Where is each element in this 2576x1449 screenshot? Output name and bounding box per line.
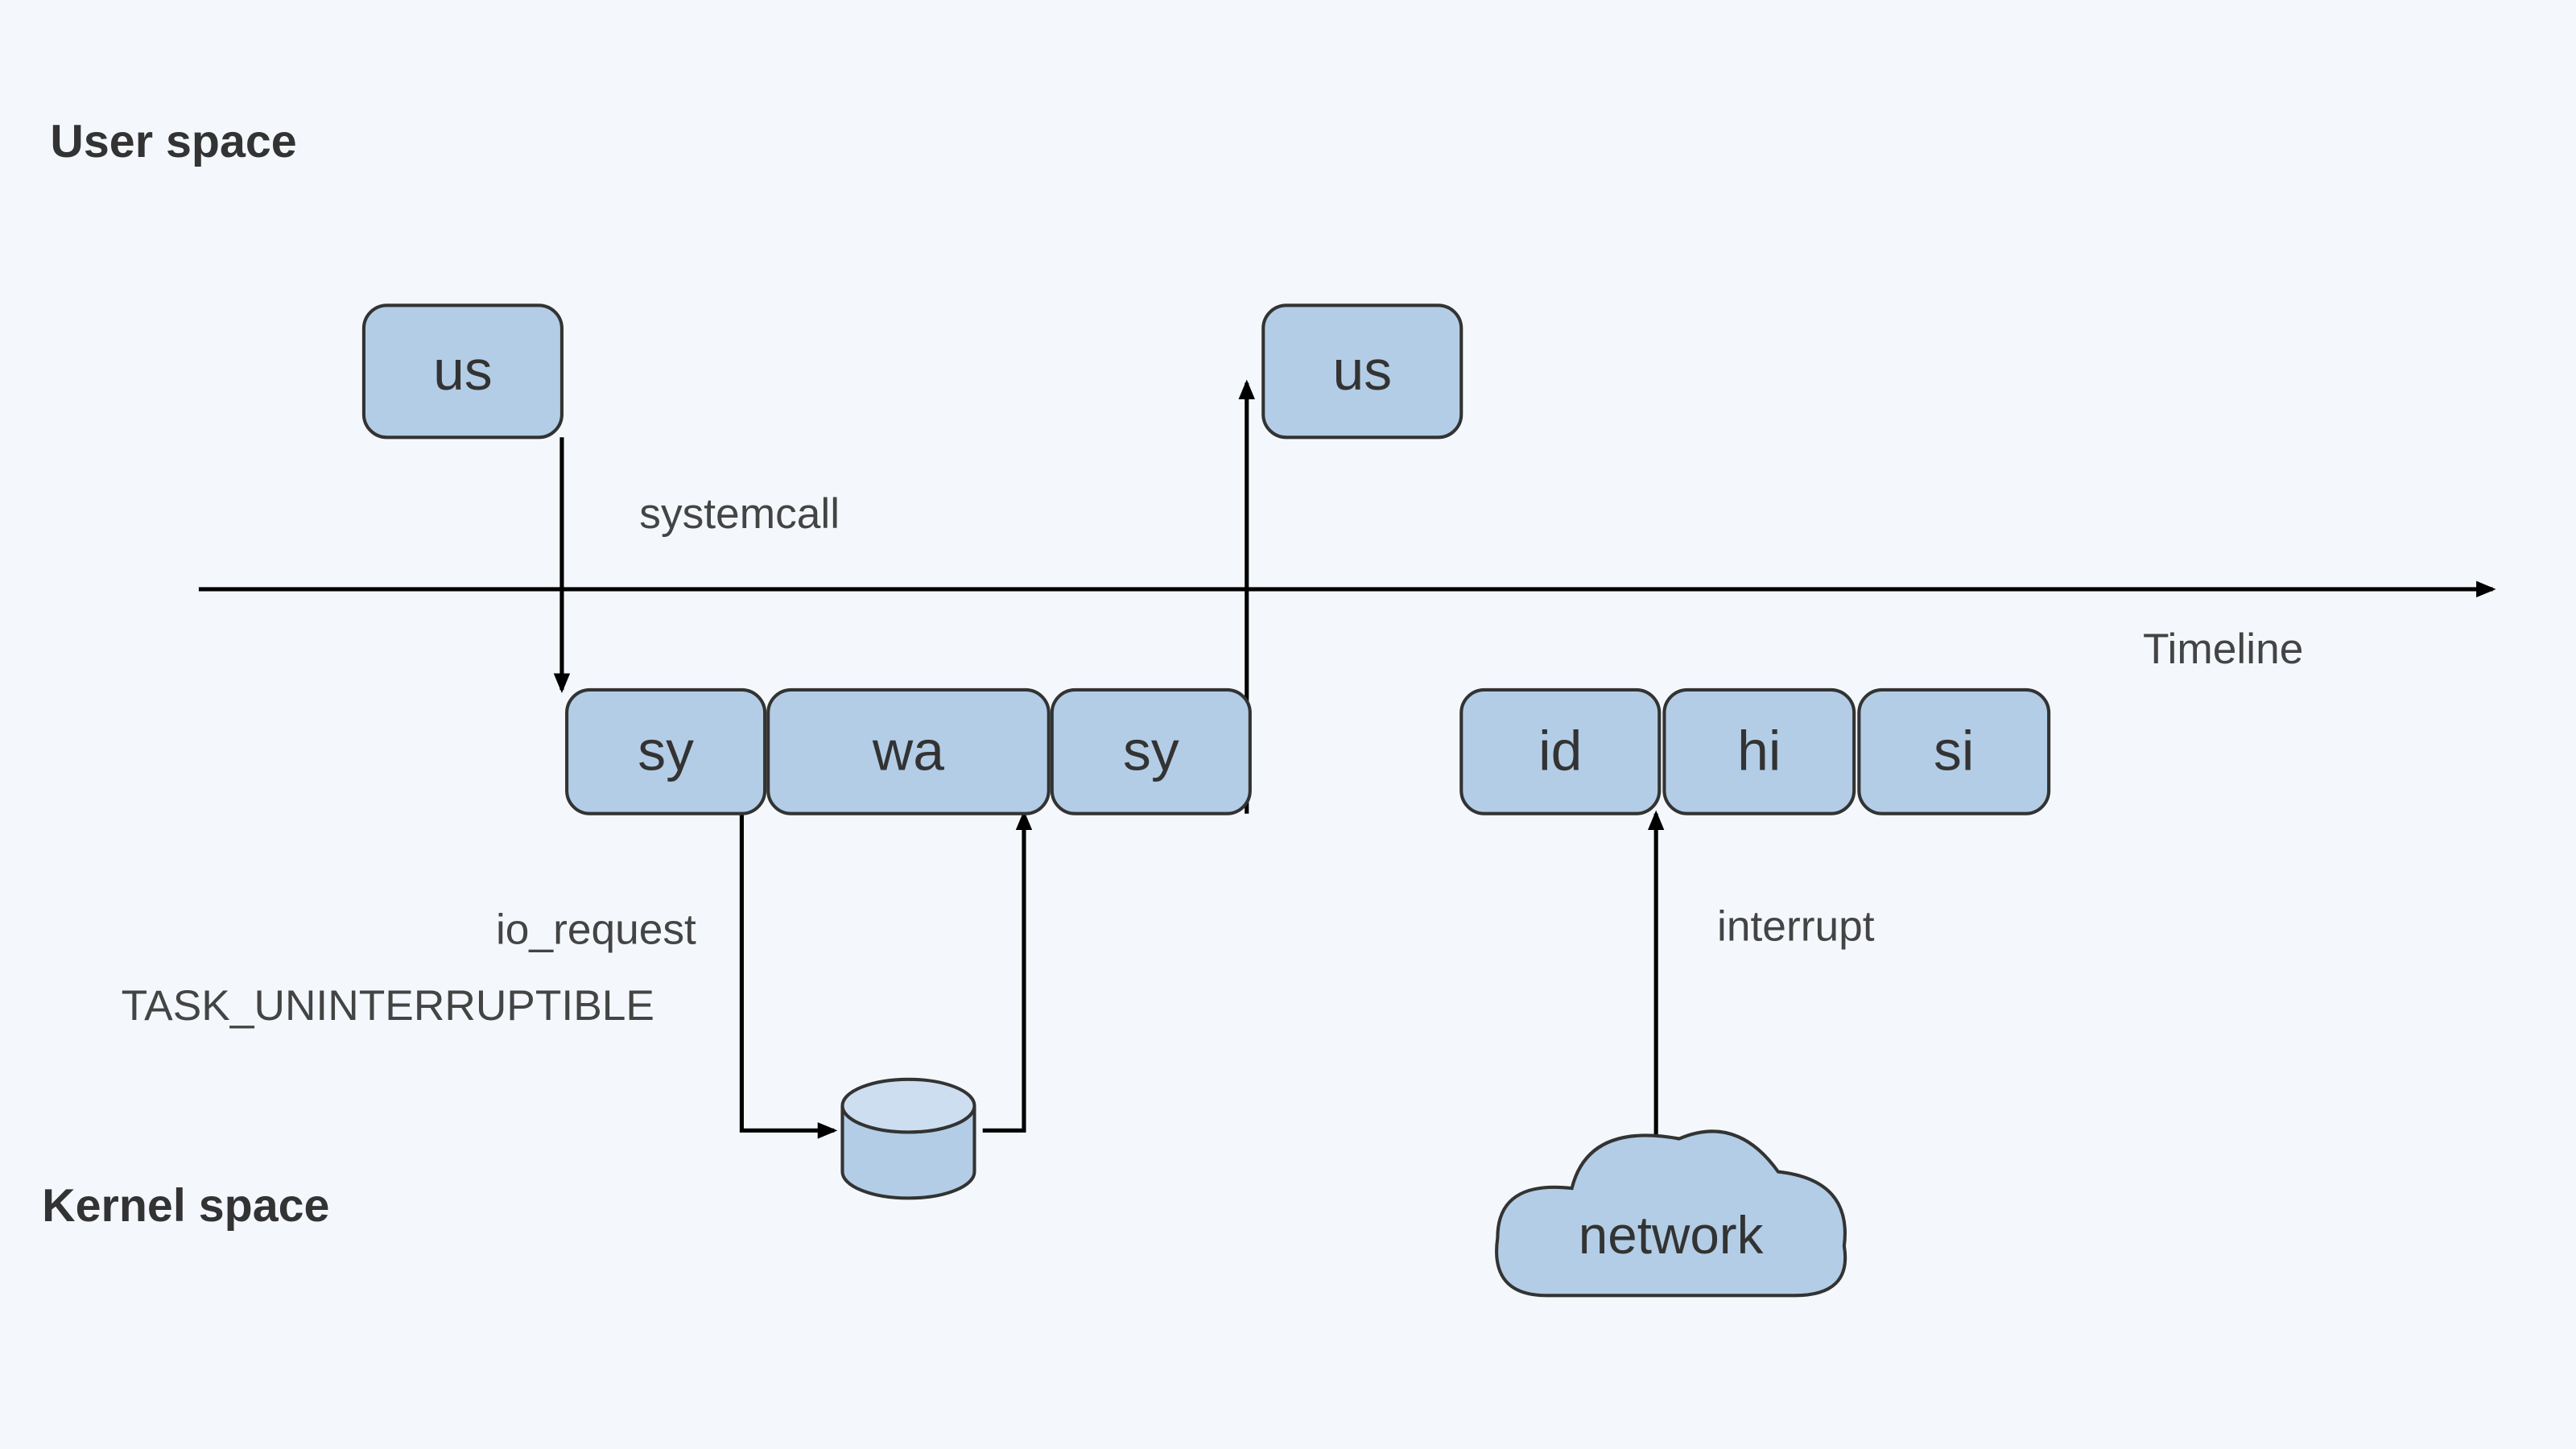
node-hi: hi <box>1664 690 1854 814</box>
disk-icon <box>842 1080 974 1199</box>
node-label-us2: us <box>1332 339 1392 402</box>
node-label-sy1: sy <box>638 719 694 782</box>
timeline-label: Timeline <box>2143 625 2303 673</box>
node-label-hi: hi <box>1737 719 1781 782</box>
node-label-si: si <box>1934 719 1974 782</box>
cloud-label: network <box>1579 1206 1764 1265</box>
node-us1: us <box>364 305 562 437</box>
node-label-us1: us <box>433 339 493 402</box>
network-cloud: network <box>1496 1131 1845 1295</box>
node-label-id: id <box>1538 719 1582 782</box>
kernel-space-heading: Kernel space <box>42 1180 329 1232</box>
node-sy2: sy <box>1052 690 1250 814</box>
node-id: id <box>1461 690 1659 814</box>
node-sy1: sy <box>567 690 765 814</box>
node-si: si <box>1859 690 2049 814</box>
task-uninterruptible-label: TASK_UNINTERRUPTIBLE <box>122 982 654 1030</box>
systemcall-label: systemcall <box>639 490 840 538</box>
node-label-sy2: sy <box>1123 719 1179 782</box>
arrow-disk-to-sy2 <box>983 814 1024 1131</box>
node-us2: us <box>1263 305 1461 437</box>
state-nodes: us us sy wa sy id hi si <box>364 305 2049 813</box>
arrow-wa-to-disk <box>741 814 834 1131</box>
node-wa: wa <box>768 690 1049 814</box>
interrupt-label: interrupt <box>1717 903 1875 951</box>
node-label-wa: wa <box>872 719 944 782</box>
io-request-label: io_request <box>496 906 696 954</box>
user-space-heading: User space <box>50 116 296 167</box>
